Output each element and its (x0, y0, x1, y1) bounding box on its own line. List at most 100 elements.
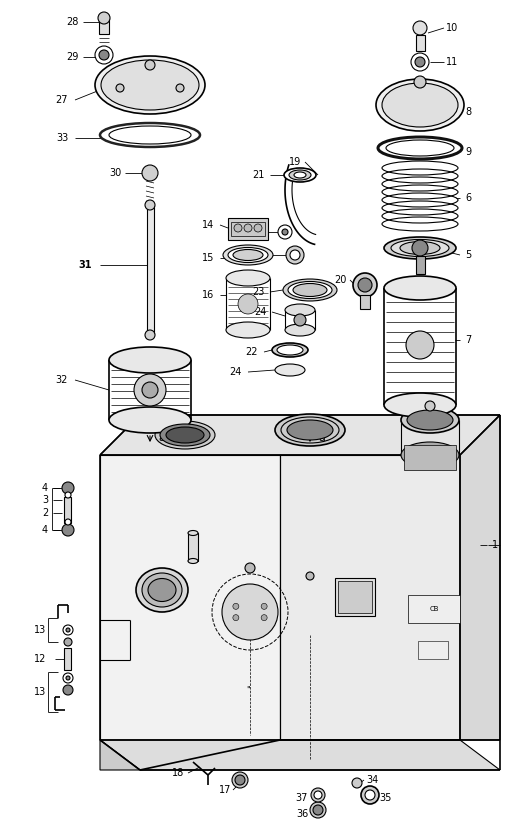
Ellipse shape (384, 393, 456, 417)
Circle shape (235, 775, 245, 785)
Bar (416, 256, 425, 274)
Circle shape (145, 330, 155, 340)
Ellipse shape (142, 573, 182, 607)
Circle shape (63, 625, 73, 635)
Circle shape (222, 584, 278, 640)
Circle shape (306, 572, 314, 580)
Circle shape (261, 603, 267, 609)
Bar (408, 595, 460, 623)
Text: 26: 26 (249, 250, 261, 260)
Ellipse shape (160, 424, 210, 446)
Ellipse shape (391, 239, 449, 257)
Text: CB: CB (429, 645, 439, 651)
Text: 37: 37 (296, 793, 308, 803)
Polygon shape (280, 455, 460, 740)
Circle shape (95, 46, 113, 64)
Text: 35: 35 (379, 793, 391, 803)
Circle shape (311, 788, 325, 802)
Circle shape (245, 563, 255, 573)
Text: 1: 1 (492, 540, 498, 550)
Circle shape (365, 790, 375, 800)
Circle shape (361, 786, 379, 804)
Text: 36: 36 (296, 809, 308, 819)
Text: 9: 9 (465, 147, 471, 157)
Ellipse shape (407, 410, 453, 430)
Ellipse shape (285, 304, 315, 316)
Ellipse shape (226, 270, 270, 286)
Text: 27: 27 (56, 95, 68, 105)
Polygon shape (100, 740, 140, 770)
Ellipse shape (136, 568, 188, 612)
Text: 5: 5 (465, 250, 471, 260)
Ellipse shape (95, 56, 205, 114)
Circle shape (290, 250, 300, 260)
Circle shape (134, 374, 166, 406)
Circle shape (142, 382, 158, 398)
Text: 24: 24 (229, 367, 241, 377)
Polygon shape (100, 740, 500, 770)
Bar (147, 205, 154, 335)
Ellipse shape (109, 126, 191, 144)
Circle shape (413, 21, 427, 35)
Text: 25: 25 (249, 227, 261, 237)
Ellipse shape (272, 343, 308, 357)
Ellipse shape (384, 276, 456, 300)
Circle shape (63, 685, 73, 695)
Bar (404, 445, 456, 470)
Text: 4: 4 (42, 483, 48, 493)
Circle shape (286, 246, 304, 264)
Text: 31: 31 (78, 260, 92, 270)
Ellipse shape (284, 168, 316, 182)
Ellipse shape (376, 79, 464, 131)
Circle shape (62, 524, 74, 536)
Circle shape (282, 229, 288, 235)
Circle shape (358, 278, 372, 292)
Circle shape (411, 53, 429, 71)
Circle shape (65, 492, 71, 498)
Text: 32: 32 (56, 375, 68, 385)
Text: 8: 8 (465, 107, 471, 117)
Circle shape (145, 200, 155, 210)
Circle shape (238, 294, 258, 314)
Text: 11: 11 (446, 57, 458, 67)
Circle shape (233, 615, 239, 621)
Circle shape (232, 772, 248, 788)
Circle shape (98, 12, 110, 24)
Circle shape (313, 805, 323, 815)
Bar (188, 533, 198, 561)
Ellipse shape (294, 172, 306, 178)
Ellipse shape (287, 420, 333, 440)
Circle shape (99, 50, 109, 60)
Text: 10: 10 (446, 23, 458, 33)
Circle shape (412, 240, 428, 256)
Circle shape (261, 615, 267, 621)
Ellipse shape (275, 414, 345, 446)
Ellipse shape (155, 421, 215, 449)
Circle shape (406, 331, 434, 359)
Circle shape (176, 84, 184, 92)
Ellipse shape (226, 322, 270, 338)
Bar (228, 218, 268, 240)
Text: 33: 33 (56, 133, 68, 143)
Ellipse shape (285, 324, 315, 336)
Bar (335, 578, 375, 616)
Circle shape (145, 60, 155, 70)
Circle shape (116, 84, 124, 92)
Ellipse shape (188, 530, 198, 535)
Polygon shape (100, 455, 280, 740)
Text: 20: 20 (334, 275, 346, 285)
Text: 28: 28 (66, 17, 78, 27)
Circle shape (62, 482, 74, 494)
Text: 13: 13 (34, 625, 46, 635)
Bar (338, 581, 372, 613)
Circle shape (278, 225, 292, 239)
Text: 18: 18 (172, 768, 184, 778)
Text: 22: 22 (246, 347, 258, 357)
Bar (360, 295, 370, 309)
Ellipse shape (148, 578, 176, 602)
Circle shape (352, 778, 362, 788)
Circle shape (66, 628, 70, 632)
Text: 29: 29 (66, 52, 78, 62)
Ellipse shape (384, 237, 456, 259)
Ellipse shape (101, 60, 199, 110)
